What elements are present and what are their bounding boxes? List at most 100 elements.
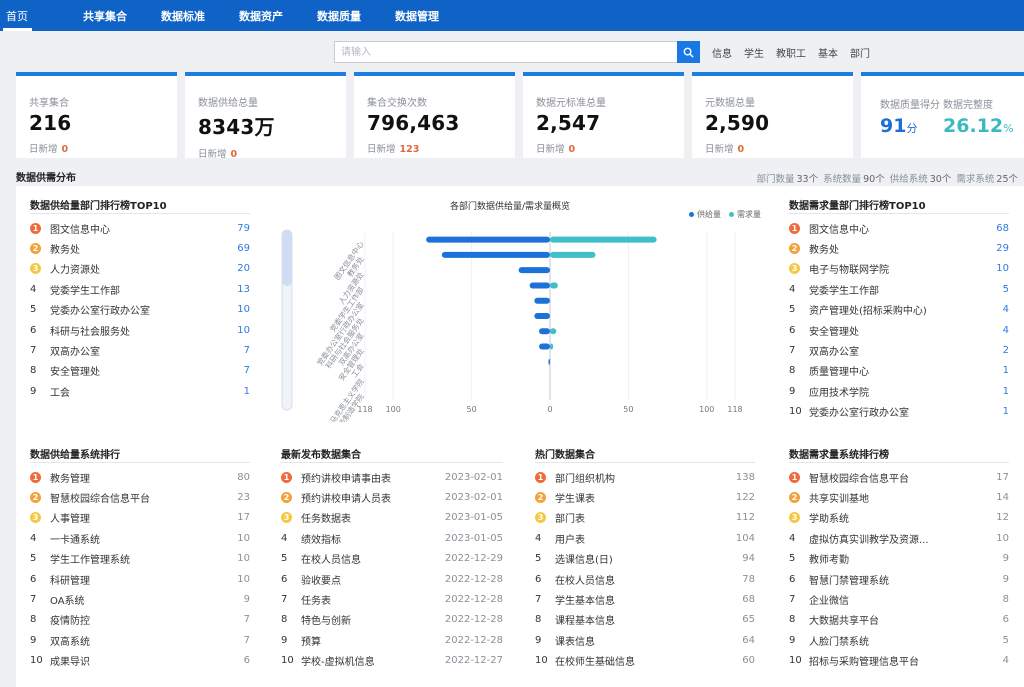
list-item[interactable]: 8 质量管理中心 1 bbox=[789, 361, 1009, 381]
list-item[interactable]: 9 课表信息 64 bbox=[535, 630, 755, 650]
list-item[interactable]: 1 教务管理 80 bbox=[30, 467, 250, 487]
list-item[interactable]: 7 双高办公室 2 bbox=[789, 340, 1009, 360]
list-item[interactable]: 10 成果导识 6 bbox=[30, 651, 250, 671]
quick-link[interactable]: 信息 bbox=[712, 49, 732, 60]
item-value: 4 bbox=[1002, 324, 1009, 336]
item-name: 课表信息 bbox=[555, 636, 595, 648]
list-item[interactable]: 4 党委学生工作部 5 bbox=[789, 279, 1009, 299]
list-item[interactable]: 1 图文信息中心 68 bbox=[789, 218, 1009, 238]
list-item[interactable]: 7 双高办公室 7 bbox=[30, 340, 250, 360]
list-item[interactable]: 9 双高系统 7 bbox=[30, 630, 250, 650]
list-item[interactable]: 6 在校人员信息 78 bbox=[535, 569, 755, 589]
stat-card-supply-total[interactable]: 数据供给总量 8343万 日新增 0 bbox=[185, 72, 346, 160]
stat-label: 元数据总量 bbox=[705, 98, 755, 109]
stat-card-shared-sets[interactable]: 共享集合 216 日新增 0 bbox=[16, 72, 177, 158]
rank-badge: 9 bbox=[30, 385, 37, 397]
nav-data-standard[interactable]: 数据标准 bbox=[161, 9, 205, 23]
list-item[interactable]: 6 科研管理 10 bbox=[30, 569, 250, 589]
list-item[interactable]: 2 共享实训基地 14 bbox=[789, 487, 1009, 507]
stat-card-exchange-count[interactable]: 集合交换次数 796,463 日新增 123 bbox=[354, 72, 515, 158]
list-item[interactable]: 9 预算 2022-12-28 bbox=[281, 630, 503, 650]
item-value: 7 bbox=[243, 365, 250, 377]
chart-scrollbar-thumb bbox=[282, 230, 292, 286]
list-item[interactable]: 7 任务表 2022-12-28 bbox=[281, 589, 503, 609]
list-item[interactable]: 2 学生课表 122 bbox=[535, 487, 755, 507]
list-item[interactable]: 7 企业微信 8 bbox=[789, 589, 1009, 609]
list-item[interactable]: 6 安全管理处 4 bbox=[789, 320, 1009, 340]
rank-badge: 4 bbox=[789, 532, 796, 544]
legend-supply[interactable]: 供给量 bbox=[689, 209, 721, 220]
list-item[interactable]: 4 虚拟仿真实训教学及资源... 10 bbox=[789, 528, 1009, 548]
list-item[interactable]: 4 绩效指标 2023-01-05 bbox=[281, 528, 503, 548]
rank-badge: 1 bbox=[30, 471, 46, 483]
nav-data-management[interactable]: 数据管理 bbox=[395, 9, 439, 23]
list-item[interactable]: 8 疫情防控 7 bbox=[30, 610, 250, 630]
list-item[interactable]: 1 预约讲校申请事由表 2023-02-01 bbox=[281, 467, 503, 487]
list-item[interactable]: 5 选课信息(日) 94 bbox=[535, 549, 755, 569]
list-item[interactable]: 4 用户表 104 bbox=[535, 528, 755, 548]
rank-badge: 2 bbox=[30, 243, 46, 255]
list-item[interactable]: 9 工会 1 bbox=[30, 381, 250, 401]
list-item[interactable]: 6 科研与社会服务处 10 bbox=[30, 320, 250, 340]
bar-supply bbox=[518, 267, 550, 274]
list-item[interactable]: 3 学助系统 12 bbox=[789, 508, 1009, 528]
nav-data-quality[interactable]: 数据质量 bbox=[317, 9, 361, 23]
list-item[interactable]: 6 智慧门禁管理系统 9 bbox=[789, 569, 1009, 589]
item-name: 安全管理处 bbox=[809, 326, 859, 338]
nav-home[interactable]: 首页 bbox=[0, 0, 34, 31]
list-item[interactable]: 7 学生基本信息 68 bbox=[535, 589, 755, 609]
bar-supply bbox=[539, 328, 550, 335]
list-item[interactable]: 8 特色与创新 2022-12-28 bbox=[281, 610, 503, 630]
list-item[interactable]: 6 验收要点 2022-12-28 bbox=[281, 569, 503, 589]
quick-link[interactable]: 学生 bbox=[744, 49, 764, 60]
list-item[interactable]: 5 在校人员信息 2022-12-29 bbox=[281, 549, 503, 569]
list-item[interactable]: 2 智慧校园综合信息平台 23 bbox=[30, 487, 250, 507]
quick-link[interactable]: 教职工 bbox=[776, 49, 806, 60]
quick-link[interactable]: 基本 bbox=[818, 49, 838, 60]
item-value: 68 bbox=[742, 594, 755, 606]
list-item[interactable]: 7 OA系统 9 bbox=[30, 589, 250, 609]
bar-supply bbox=[441, 251, 550, 258]
search-button[interactable] bbox=[677, 41, 700, 63]
list-item[interactable]: 3 任务数据表 2023-01-05 bbox=[281, 508, 503, 528]
nav-shared-sets[interactable]: 共享集合 bbox=[83, 9, 127, 23]
list-item[interactable]: 1 图文信息中心 79 bbox=[30, 218, 250, 238]
item-value: 10 bbox=[996, 263, 1009, 275]
list-item[interactable]: 10 在校师生基础信息 60 bbox=[535, 651, 755, 671]
item-name: 科研与社会服务处 bbox=[50, 326, 130, 338]
list-item[interactable]: 1 部门组织机构 138 bbox=[535, 467, 755, 487]
legend-demand[interactable]: 需求量 bbox=[729, 209, 761, 220]
list-item[interactable]: 4 一卡通系统 10 bbox=[30, 528, 250, 548]
item-value: 1 bbox=[243, 385, 250, 397]
list-item[interactable]: 5 资产管理处(招标采购中心) 4 bbox=[789, 300, 1009, 320]
list-item[interactable]: 5 党委办公室行政办公室 10 bbox=[30, 300, 250, 320]
list-item[interactable]: 3 人事管理 17 bbox=[30, 508, 250, 528]
list-item[interactable]: 10 学校-虚拟机信息 2022-12-27 bbox=[281, 651, 503, 671]
list-item[interactable]: 4 党委学生工作部 13 bbox=[30, 279, 250, 299]
stat-card-standard-total[interactable]: 数据元标准总量 2,547 日新增 0 bbox=[523, 72, 684, 158]
bar-demand bbox=[550, 236, 657, 243]
list-item[interactable]: 3 电子与物联网学院 10 bbox=[789, 259, 1009, 279]
list-item[interactable]: 5 学生工作管理系统 10 bbox=[30, 549, 250, 569]
list-item[interactable]: 3 人力资源处 20 bbox=[30, 259, 250, 279]
list-item[interactable]: 9 应用技术学院 1 bbox=[789, 381, 1009, 401]
list-item[interactable]: 1 智慧校园综合信息平台 17 bbox=[789, 467, 1009, 487]
list-item[interactable]: 10 党委办公室行政办公室 1 bbox=[789, 402, 1009, 422]
list-item[interactable]: 2 教务处 29 bbox=[789, 238, 1009, 258]
list-item[interactable]: 9 人脸门禁系统 5 bbox=[789, 630, 1009, 650]
search-input[interactable] bbox=[334, 41, 677, 63]
quick-link[interactable]: 部门 bbox=[850, 49, 870, 60]
list-item[interactable]: 5 教师考勤 9 bbox=[789, 549, 1009, 569]
list-item[interactable]: 8 课程基本信息 65 bbox=[535, 610, 755, 630]
list-item[interactable]: 2 预约讲校申请人员表 2023-02-01 bbox=[281, 487, 503, 507]
stat-card-quality[interactable]: 数据质量得分 91分 数据完整度 26.12% bbox=[861, 72, 1024, 158]
list-item[interactable]: 10 招标与采购管理信息平台 4 bbox=[789, 651, 1009, 671]
item-name: 人力资源处 bbox=[50, 265, 100, 277]
stat-card-metadata-total[interactable]: 元数据总量 2,590 日新增 0 bbox=[692, 72, 853, 158]
list-item[interactable]: 2 教务处 69 bbox=[30, 238, 250, 258]
list-item[interactable]: 3 部门表 112 bbox=[535, 508, 755, 528]
list-item[interactable]: 8 安全管理处 7 bbox=[30, 361, 250, 381]
nav-data-assets[interactable]: 数据资产 bbox=[239, 9, 283, 23]
list-item[interactable]: 8 大数据共享平台 6 bbox=[789, 610, 1009, 630]
rank-badge: 2 bbox=[789, 492, 805, 504]
